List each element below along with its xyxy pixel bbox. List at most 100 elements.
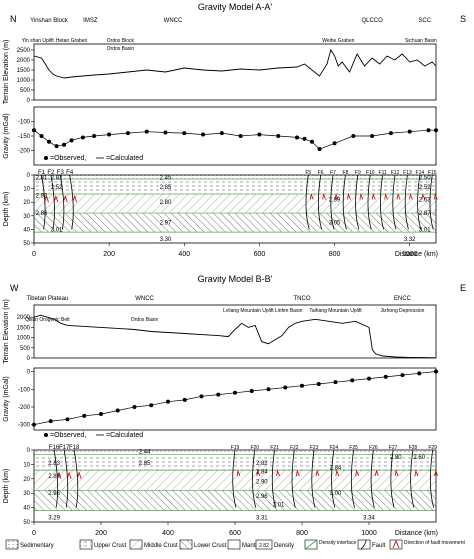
distance-xtick-label-2: 400 bbox=[162, 530, 174, 537]
distance-xtick-label-0: 0 bbox=[32, 530, 36, 537]
gravity-observed-point-4 bbox=[99, 412, 103, 417]
fault-line-F11 bbox=[380, 174, 385, 230]
fault-label-F28: F28 bbox=[409, 445, 418, 451]
layer-sedimentary bbox=[34, 175, 436, 180]
gravity-observed-point-15 bbox=[238, 134, 243, 138]
fault-label-F26: F26 bbox=[369, 445, 378, 451]
fault-arrow-F26 bbox=[374, 469, 379, 477]
legend-label-2: Middle Crust bbox=[144, 543, 178, 549]
density-label-14: 3.01 bbox=[419, 227, 431, 233]
legend-swatch-upper-crust bbox=[79, 539, 93, 550]
fault-arrow-F12 bbox=[396, 193, 401, 200]
sub-label-2: Ordos Block bbox=[107, 38, 135, 44]
density-label-18: 2.81 bbox=[36, 176, 48, 182]
layer-lower-crust bbox=[34, 490, 436, 511]
fault-label-F15: F15 bbox=[428, 170, 437, 176]
fault-label-F17: F17 bbox=[59, 445, 70, 451]
section-frame bbox=[33, 174, 437, 244]
legend-label-0: Sedimentary bbox=[20, 543, 54, 549]
distance-xtick-label-1: 200 bbox=[103, 251, 115, 258]
density-label-11: 2.52 bbox=[419, 185, 431, 191]
fault-label-F18: F18 bbox=[69, 445, 80, 451]
end-label-right: E bbox=[460, 283, 466, 293]
gravity-observed-point-16 bbox=[300, 383, 304, 388]
terrain-ytick-label-1: 500 bbox=[20, 346, 31, 352]
fault-line-F9 bbox=[355, 174, 360, 230]
gravity-observed-point-24 bbox=[434, 369, 438, 374]
terrain-ytick-label-0: 0 bbox=[27, 356, 31, 362]
gravity-observed-point-10 bbox=[199, 394, 204, 399]
fault-arrow-F17 bbox=[66, 471, 72, 479]
fault-line-F20 bbox=[252, 449, 257, 508]
legend-calculated-label: =Calculated bbox=[106, 155, 143, 162]
gravity-observed-point-22 bbox=[400, 373, 405, 378]
region-label-2: TNCO bbox=[294, 296, 311, 302]
gravity-observed-point-22 bbox=[332, 141, 337, 146]
distance-xlabel: Distance (km) bbox=[395, 530, 438, 537]
gravity-observed-point-1 bbox=[39, 134, 44, 138]
gravity-observed-point-18 bbox=[333, 380, 338, 385]
fault-label-F27: F27 bbox=[389, 445, 398, 451]
end-label-left: W bbox=[10, 283, 19, 293]
fault-label-F5: F5 bbox=[305, 170, 311, 176]
fault-arrow-F21 bbox=[276, 469, 280, 477]
fault-line-F29 bbox=[430, 449, 435, 508]
legend-label-8: Direction of fault movement bbox=[404, 540, 465, 546]
sub-label-2: Lvliang Mountain Uplift bbox=[223, 308, 274, 314]
fault-arrow-F23 bbox=[315, 469, 320, 477]
fault-label-F24: F24 bbox=[330, 445, 339, 451]
fault-arrow-F16 bbox=[56, 471, 62, 479]
fault-arrow-F25 bbox=[355, 469, 359, 477]
distance-xtick-label-3: 600 bbox=[229, 530, 241, 537]
depth-ylabel: Depth (km) bbox=[3, 192, 10, 227]
depth-ytick-label-1: 10 bbox=[23, 462, 30, 468]
gravity-observed-point-7 bbox=[149, 403, 154, 408]
fault-line-F26 bbox=[370, 449, 375, 508]
gravity-observed-point-13 bbox=[201, 132, 206, 137]
legend-calculated-label: =Calculated bbox=[106, 432, 143, 439]
distance-xtick-label-3: 600 bbox=[254, 251, 266, 258]
fault-line-F21 bbox=[271, 449, 276, 508]
distance-xtick-label-5: 1000 bbox=[402, 251, 418, 258]
region-label-1: WNCC bbox=[135, 296, 154, 302]
distance-xtick-label-2: 400 bbox=[178, 251, 190, 258]
sub-label-4: Weihe Graben bbox=[322, 38, 354, 44]
gravity-calculated-line bbox=[33, 371, 437, 426]
depth-ytick-label-2: 20 bbox=[23, 200, 30, 206]
region-label-3: ENCC bbox=[394, 296, 412, 302]
fault-label-F21: F21 bbox=[270, 445, 279, 451]
sub-label-0: Yin shan Uplift bbox=[22, 38, 55, 44]
gravity-observed-point-15 bbox=[283, 385, 288, 390]
end-label-left: N bbox=[10, 14, 17, 24]
gravity-observed-point-3 bbox=[82, 413, 87, 418]
depth-ylabel: Depth (km) bbox=[3, 469, 10, 504]
gravity-observed-point-2 bbox=[65, 417, 70, 422]
density-label-9: 2.96 bbox=[256, 494, 268, 500]
fault-line-F1 bbox=[41, 174, 46, 230]
terrain-ytick-label-2: 1000 bbox=[17, 336, 31, 342]
gravity-ytick-label-1: -200 bbox=[18, 405, 31, 411]
gravity-observed-point-20 bbox=[367, 376, 371, 381]
depth-ytick-label-0: 0 bbox=[27, 448, 31, 454]
fault-line-F5 bbox=[305, 174, 310, 230]
sub-label-3: Ordos Basin bbox=[107, 46, 135, 52]
layer-upper-crust bbox=[34, 454, 436, 471]
density-label-3: 2.86 bbox=[48, 474, 60, 480]
gravity-observed-point-13 bbox=[249, 389, 254, 394]
distance-xtick-label-5: 1000 bbox=[361, 530, 377, 537]
density-label-3: 2.97 bbox=[160, 221, 172, 227]
terrain-ytick-label-3: 1500 bbox=[17, 325, 31, 331]
distance-xtick-label-4: 800 bbox=[296, 530, 308, 537]
layer-mantle bbox=[34, 510, 436, 522]
density-label-12: 2.63 bbox=[419, 197, 431, 203]
fault-arrow-F3 bbox=[62, 194, 68, 203]
gravity-observed-point-9 bbox=[125, 131, 130, 136]
fault-label-F9: F9 bbox=[355, 170, 361, 176]
density-label-8: 2.86 bbox=[36, 211, 48, 217]
density-label-15: 2.80 bbox=[390, 455, 402, 461]
region-label-3: QLCCO bbox=[361, 18, 383, 24]
density-label-10: 2.50 bbox=[419, 176, 431, 182]
fault-arrow-F8 bbox=[347, 193, 351, 200]
fault-line-F25 bbox=[350, 449, 355, 508]
